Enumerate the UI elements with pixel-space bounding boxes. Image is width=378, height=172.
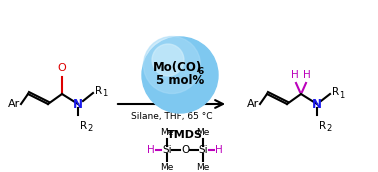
- Text: Mo(CO): Mo(CO): [153, 61, 203, 73]
- Text: H: H: [303, 70, 311, 80]
- Text: Ar: Ar: [8, 99, 20, 109]
- Text: R: R: [95, 86, 102, 96]
- Text: Ar: Ar: [247, 99, 259, 109]
- Text: 2: 2: [326, 124, 331, 133]
- Circle shape: [152, 44, 184, 76]
- Text: 5 mol%: 5 mol%: [156, 74, 204, 88]
- Text: 1: 1: [102, 89, 107, 99]
- Text: Si: Si: [162, 145, 172, 155]
- Text: H: H: [147, 145, 155, 155]
- Text: Si: Si: [198, 145, 208, 155]
- Text: Me: Me: [160, 128, 174, 137]
- Text: O: O: [57, 63, 67, 73]
- Text: TMDS: TMDS: [167, 130, 203, 140]
- Text: 6: 6: [198, 67, 204, 76]
- Text: R: R: [319, 121, 326, 131]
- Text: Silane, THF, 65 °C: Silane, THF, 65 °C: [131, 112, 212, 121]
- Text: R: R: [80, 121, 87, 131]
- Circle shape: [144, 36, 200, 94]
- Text: H: H: [291, 70, 299, 80]
- Text: R: R: [332, 87, 339, 97]
- Text: H: H: [215, 145, 223, 155]
- Text: Me: Me: [160, 163, 174, 172]
- Text: Me: Me: [196, 163, 210, 172]
- Text: 1: 1: [339, 90, 344, 99]
- Text: N: N: [312, 98, 322, 110]
- Text: Me: Me: [196, 128, 210, 137]
- Circle shape: [142, 37, 218, 113]
- Text: 2: 2: [87, 124, 92, 133]
- Text: N: N: [73, 98, 83, 110]
- Text: O: O: [181, 145, 189, 155]
